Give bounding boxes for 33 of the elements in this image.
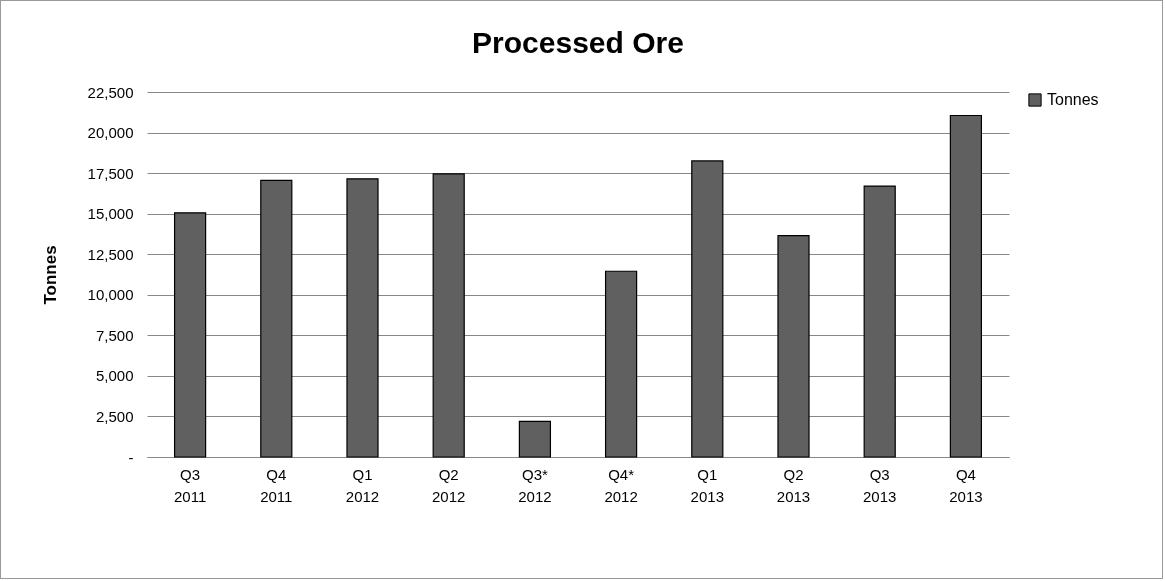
y-tick-label: - <box>128 448 134 466</box>
y-tick-label: 2,500 <box>95 407 134 425</box>
bar <box>777 234 810 458</box>
legend-label: Tonnes <box>1047 91 1099 108</box>
x-tick-label: Q4 2011 <box>260 465 293 505</box>
x-tick-label: Q1 2012 <box>345 465 380 505</box>
x-tick-label: Q4 2013 <box>949 465 983 505</box>
y-tick-label: 10,000 <box>87 286 134 304</box>
x-tick-label: Q3 2013 <box>863 465 897 505</box>
bar <box>173 212 207 458</box>
x-tick-label: Q4* 2012 <box>604 465 638 505</box>
y-tick-label: 7,500 <box>95 326 134 344</box>
x-tick-label: Q3* 2012 <box>518 465 552 505</box>
x-tick-label: Q2 2012 <box>432 465 466 505</box>
bar <box>432 173 465 458</box>
x-tick-label: Q3 2011 <box>173 465 207 505</box>
y-tick-label: 15,000 <box>87 205 134 223</box>
bar <box>604 270 638 458</box>
bar <box>518 420 552 458</box>
bar <box>260 179 293 458</box>
bar <box>691 160 724 458</box>
x-tick-label: Q2 2013 <box>776 465 811 505</box>
x-tick-label: Q1 2013 <box>690 465 724 505</box>
y-tick-label: 12,500 <box>87 245 134 263</box>
y-axis-title: Tonnes <box>40 245 60 305</box>
bar <box>863 185 896 458</box>
y-tick-label: 22,500 <box>87 83 134 101</box>
y-tick-label: 5,000 <box>95 367 134 385</box>
bar <box>346 178 379 458</box>
chart-title: Processed Ore <box>472 26 684 59</box>
y-tick-label: 17,500 <box>87 164 134 182</box>
y-tick-label: 20,000 <box>87 124 134 142</box>
bar <box>949 114 983 458</box>
